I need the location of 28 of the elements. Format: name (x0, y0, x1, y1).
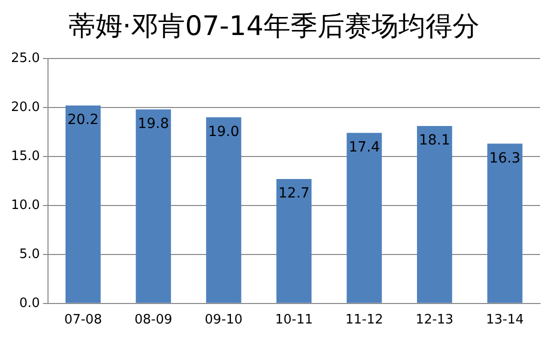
x-tick-label: 08-09 (134, 312, 172, 328)
bar (487, 144, 522, 303)
y-tick-label: 5.0 (19, 246, 40, 262)
bar (206, 117, 242, 303)
bar (66, 105, 101, 303)
y-tick-label: 25.0 (10, 50, 40, 66)
data-label: 16.3 (489, 150, 520, 166)
data-label: 18.1 (418, 132, 450, 149)
bar (346, 132, 382, 303)
y-tick-label: 10.0 (10, 198, 40, 213)
chart-title: 蒂姆·邓肯07-14年季后赛场均得分 (68, 11, 480, 42)
bar (416, 126, 452, 303)
x-tick-label: 13-14 (486, 312, 524, 328)
data-label: 17.4 (348, 140, 380, 156)
data-label: 12.7 (278, 186, 310, 202)
bar (136, 109, 171, 303)
x-tick-label: 07-08 (64, 312, 102, 328)
y-tick-label: 15.0 (10, 148, 40, 164)
x-tick-label: 09-10 (204, 312, 243, 328)
data-label: 20.2 (68, 112, 99, 128)
data-label: 19.0 (208, 124, 240, 140)
bar (276, 178, 312, 303)
x-tick-label: 11-12 (345, 312, 384, 328)
data-label: 19.8 (138, 116, 169, 132)
x-tick-label: 10-11 (275, 312, 313, 328)
y-tick-label: 0.0 (19, 296, 40, 311)
x-tick-label: 12-13 (416, 312, 454, 328)
y-tick-label: 20.0 (10, 100, 40, 115)
